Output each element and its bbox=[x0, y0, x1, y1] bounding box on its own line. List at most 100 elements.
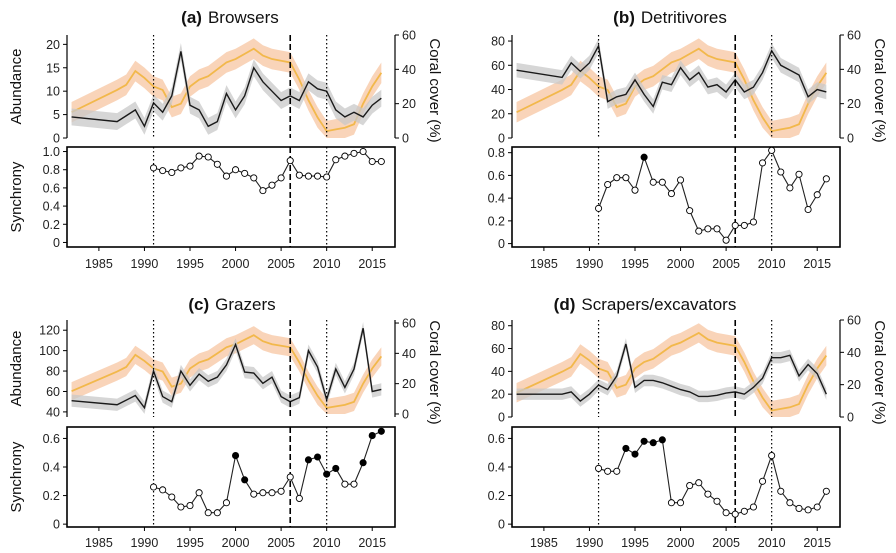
synchrony-point bbox=[604, 180, 612, 189]
synchrony-point bbox=[677, 176, 685, 184]
y-tick-label: 20 bbox=[46, 38, 60, 52]
synchrony-point bbox=[304, 172, 312, 180]
synchrony-line bbox=[598, 149, 827, 242]
x-tick-label: 2005 bbox=[267, 257, 295, 271]
y2-tick-label: 0 bbox=[847, 132, 854, 146]
bottom-plot: 0 0.2 0.4 0.6 0.8 1985 1990 1995 2000 2005 2010 201… bbox=[488, 146, 841, 271]
synchrony-point bbox=[186, 162, 194, 170]
synchrony-point bbox=[768, 146, 776, 154]
y-tick-label: 0 bbox=[53, 236, 60, 250]
synchrony-point bbox=[177, 164, 185, 172]
x-tick-label: 1990 bbox=[131, 536, 159, 550]
panel-group-name: Detritivores bbox=[641, 8, 727, 27]
y-tick-label: 20 bbox=[491, 388, 505, 402]
panel-letter: (b) bbox=[613, 8, 635, 27]
x-tick-label: 1995 bbox=[621, 257, 649, 271]
y2-tick-label: 60 bbox=[847, 314, 861, 328]
synchrony-point bbox=[377, 157, 385, 166]
synchrony-point bbox=[777, 168, 785, 176]
synchrony-point bbox=[350, 480, 358, 488]
synchrony-point bbox=[804, 506, 812, 514]
bottom-plot: 0 0.2 0.4 0.6 0.8 1.0 Synchrony 1985 1990 1995 200… bbox=[8, 145, 396, 271]
synchrony-point bbox=[768, 452, 776, 460]
synchrony-point bbox=[277, 487, 285, 495]
synchrony-point bbox=[704, 490, 712, 498]
synchrony-point bbox=[350, 149, 358, 157]
synchrony-point bbox=[704, 225, 712, 233]
synchrony-point-significant bbox=[368, 432, 376, 440]
synchrony-point bbox=[822, 175, 830, 183]
synchrony-point bbox=[168, 168, 176, 177]
y2-tick-label: 40 bbox=[402, 347, 416, 361]
synchrony-point-significant bbox=[359, 459, 367, 467]
synchrony-point bbox=[595, 204, 603, 212]
coral-cover-band bbox=[71, 38, 382, 138]
x-tick-label: 2010 bbox=[313, 257, 341, 271]
synchrony-point bbox=[613, 174, 621, 182]
coral-cover-band bbox=[516, 323, 827, 417]
synchrony-point bbox=[813, 191, 821, 199]
synchrony-point bbox=[168, 493, 176, 501]
synchrony-point bbox=[722, 236, 730, 244]
x-tick-label: 2000 bbox=[667, 536, 695, 550]
synchrony-point bbox=[150, 164, 158, 172]
y-tick-label: 0.2 bbox=[43, 218, 60, 232]
abundance-band bbox=[516, 38, 827, 114]
panel-c: (c) Grazers 40 60 80 100 120 0 20 40 60 Abundance Co… bbox=[8, 295, 443, 550]
synchrony-point bbox=[667, 499, 675, 507]
x-tick-label: 2015 bbox=[803, 257, 831, 271]
y-tick-label: 100 bbox=[39, 344, 60, 358]
y-tick-label: 0 bbox=[498, 132, 505, 146]
y-tick-label: 0.6 bbox=[488, 169, 505, 183]
synchrony-point bbox=[286, 473, 294, 481]
x-tick-label: 1985 bbox=[530, 257, 558, 271]
x-tick-label: 1985 bbox=[85, 257, 113, 271]
synchrony-frame bbox=[66, 146, 396, 248]
x-tick-label: 2005 bbox=[712, 257, 740, 271]
y-tick-label: 0.8 bbox=[43, 163, 60, 177]
x-tick-label: 2010 bbox=[758, 257, 786, 271]
y-tick-label: 0.2 bbox=[488, 489, 505, 503]
x-tick-label: 1985 bbox=[85, 536, 113, 550]
synchrony-point bbox=[195, 152, 203, 160]
x-tick-label: 2010 bbox=[313, 536, 341, 550]
synchrony-point bbox=[314, 172, 322, 180]
y-axis-label: Abundance bbox=[8, 49, 25, 125]
y-tick-label: 0.6 bbox=[43, 432, 60, 446]
synchrony-point bbox=[204, 153, 212, 161]
synchrony-point-significant bbox=[658, 436, 666, 444]
panel-group-name: Grazers bbox=[215, 295, 275, 314]
x-tick-label: 1995 bbox=[621, 536, 649, 550]
synchrony-point bbox=[159, 167, 167, 175]
y-tick-label: 120 bbox=[39, 324, 60, 338]
y-tick-label: 40 bbox=[491, 365, 505, 379]
synchrony-point bbox=[177, 503, 185, 511]
y-tick-label: 60 bbox=[491, 59, 505, 73]
top-plot: 0 20 40 60 80 0 20 40 60 Coral cover (%) bbox=[491, 314, 888, 425]
y2-tick-label: 20 bbox=[847, 378, 861, 392]
y-tick-label: 80 bbox=[491, 319, 505, 333]
synchrony-point bbox=[731, 221, 739, 229]
synchrony-point bbox=[295, 494, 303, 502]
synchrony-point bbox=[759, 159, 767, 167]
x-tick-label: 2000 bbox=[667, 257, 695, 271]
abundance-line bbox=[71, 51, 382, 128]
bottom-plot: 0 0.2 0.4 0.6 Synchrony 1985 1990 1995 2000 2005 2… bbox=[8, 426, 396, 550]
y-tick-label: 0.2 bbox=[488, 214, 505, 228]
synchrony-point bbox=[713, 497, 721, 505]
y-tick-label: 40 bbox=[46, 405, 60, 419]
coral-cover-line bbox=[71, 47, 383, 133]
synchrony-point-significant bbox=[631, 450, 639, 458]
panel-b: (b) Detritivores 0 20 40 60 80 0 20 40 60 Coral cov… bbox=[488, 8, 888, 271]
y2-tick-label: 60 bbox=[402, 29, 416, 43]
synchrony-point bbox=[649, 178, 657, 186]
synchrony-point bbox=[740, 221, 748, 229]
synchrony-point bbox=[631, 186, 639, 194]
y2-axis-label: Coral cover (%) bbox=[426, 38, 443, 142]
synchrony-point bbox=[722, 509, 730, 517]
synchrony-point bbox=[740, 507, 748, 515]
synchrony-point bbox=[250, 490, 258, 498]
coral-cover-band bbox=[71, 326, 382, 414]
y-tick-label: 0.4 bbox=[488, 192, 505, 206]
